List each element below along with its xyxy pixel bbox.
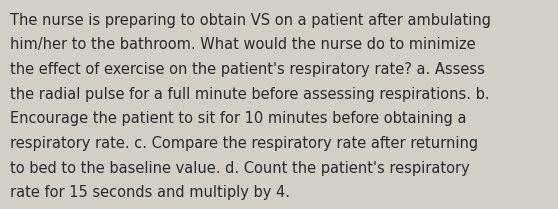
Text: The nurse is preparing to obtain VS on a patient after ambulating: The nurse is preparing to obtain VS on a…	[10, 13, 491, 28]
Text: rate for 15 seconds and multiply by 4.: rate for 15 seconds and multiply by 4.	[10, 185, 290, 200]
Text: him/her to the bathroom. What would the nurse do to minimize: him/her to the bathroom. What would the …	[10, 37, 475, 52]
Text: to bed to the baseline value. d. Count the patient's respiratory: to bed to the baseline value. d. Count t…	[10, 161, 470, 176]
Text: the radial pulse for a full minute before assessing respirations. b.: the radial pulse for a full minute befor…	[10, 87, 490, 102]
Text: Encourage the patient to sit for 10 minutes before obtaining a: Encourage the patient to sit for 10 minu…	[10, 111, 466, 126]
Text: the effect of exercise on the patient's respiratory rate? a. Assess: the effect of exercise on the patient's …	[10, 62, 485, 77]
Text: respiratory rate. c. Compare the respiratory rate after returning: respiratory rate. c. Compare the respira…	[10, 136, 478, 151]
